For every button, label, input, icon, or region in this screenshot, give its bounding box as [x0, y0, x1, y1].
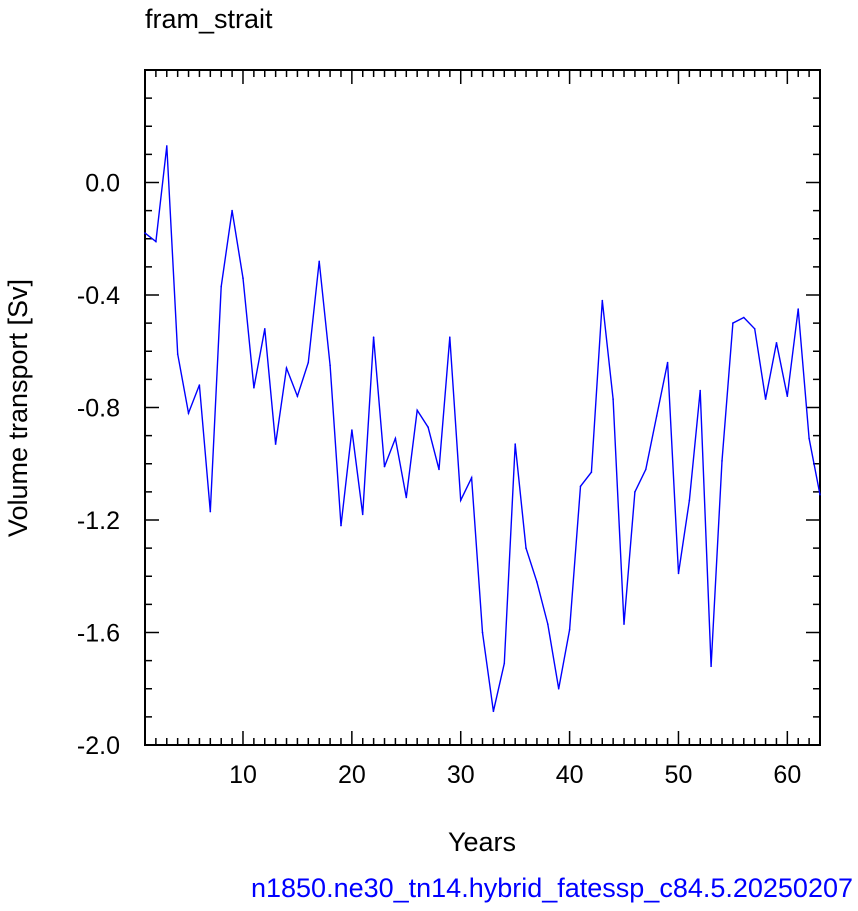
data-point [819, 493, 821, 496]
series-line [144, 145, 821, 712]
data-point [372, 336, 375, 339]
data-point [470, 477, 473, 479]
data-point [220, 285, 222, 288]
data-point [514, 443, 516, 445]
data-points [144, 145, 821, 713]
data-point [253, 387, 255, 389]
data-point [732, 322, 734, 324]
data-point [187, 412, 190, 414]
y-tick-label: -1.2 [77, 507, 120, 535]
data-point [481, 631, 484, 634]
data-point [775, 342, 778, 344]
data-point [296, 395, 299, 398]
y-tick-label: -0.8 [77, 395, 120, 423]
data-point [383, 465, 386, 468]
x-tick-label: 20 [338, 761, 366, 789]
y-tick-label: 0.0 [85, 170, 120, 198]
data-point [416, 409, 419, 412]
data-point [361, 513, 364, 516]
data-point [329, 364, 331, 367]
y-tick-label: -0.4 [77, 282, 120, 310]
data-point [590, 471, 593, 474]
chart-title: fram_strait [145, 4, 273, 34]
data-point [155, 240, 157, 243]
data-point [699, 389, 701, 392]
x-tick-label: 10 [229, 761, 257, 789]
data-point [492, 710, 495, 713]
data-point [285, 367, 288, 369]
y-axis: 0.0 -0.4 -0.8 -1.2 -1.6 -2.0 [77, 170, 820, 760]
data-point [743, 316, 745, 319]
data-point [166, 145, 168, 147]
data-point [405, 496, 408, 499]
data-point [318, 260, 321, 263]
data-point [688, 499, 691, 502]
data-point [242, 277, 244, 279]
data-point [209, 510, 212, 513]
data-point [340, 524, 342, 527]
data-point [786, 395, 789, 398]
x-tick-label: 50 [665, 761, 693, 789]
data-point [797, 308, 799, 310]
y-tick-label: -1.6 [77, 620, 120, 648]
data-point [176, 353, 179, 355]
data-point [666, 361, 669, 364]
data-point [231, 209, 233, 212]
y-tick-label: -2.0 [77, 732, 120, 760]
data-point [808, 437, 810, 440]
data-point [144, 232, 146, 234]
data-point [459, 499, 462, 502]
data-point [655, 415, 658, 417]
data-point [394, 437, 397, 440]
data-point [536, 581, 538, 583]
data-point [307, 361, 310, 364]
data-point [612, 398, 614, 400]
data-point [645, 468, 647, 471]
data-point [634, 491, 636, 493]
data-point [557, 688, 560, 690]
data-point [264, 328, 266, 330]
data-point [274, 443, 277, 445]
data-point [710, 665, 712, 668]
x-axis-label: Years [448, 827, 516, 857]
data-point [427, 426, 429, 429]
data-point [438, 468, 440, 471]
data-point [449, 336, 451, 339]
data-point [525, 547, 527, 549]
data-point [568, 628, 571, 631]
data-point [198, 384, 201, 386]
data-point [623, 623, 625, 625]
y-axis-label: Volume transport [Sv] [3, 279, 33, 537]
x-tick-label: 30 [447, 761, 475, 789]
x-axis: 10 20 30 40 50 60 [229, 70, 801, 789]
data-point [601, 299, 604, 302]
caption: n1850.ne30_tn14.hybrid_fatessp_c84.5.202… [251, 873, 853, 903]
x-tick-label: 40 [556, 761, 584, 789]
data-point [351, 429, 353, 431]
data-point [547, 623, 549, 625]
data-point [753, 328, 756, 330]
x-tick-label: 60 [773, 761, 801, 789]
data-point [764, 398, 767, 400]
data-point [721, 460, 723, 462]
plot-frame [144, 69, 821, 746]
data-point [677, 572, 680, 575]
data-point [579, 485, 582, 488]
data-point [503, 662, 506, 665]
minor-ticks [145, 70, 820, 745]
